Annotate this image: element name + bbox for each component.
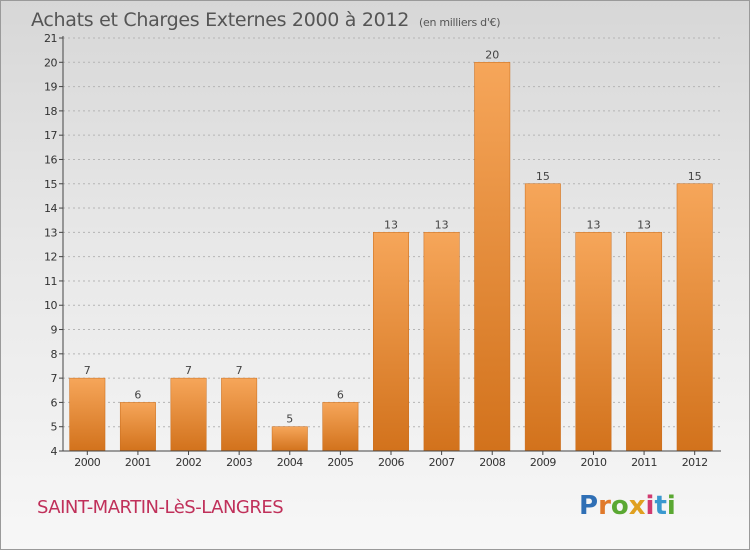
bar [221,377,258,452]
bar-value-label: 7 [185,364,192,377]
y-tick-label: 20 [44,56,57,69]
bar-value-label: 7 [84,364,91,377]
bar [69,377,106,452]
chart-title-text: Achats et Charges Externes 2000 à 2012 [31,9,410,31]
bar-value-label: 13 [435,218,449,231]
x-tick-label: 2008 [479,456,505,469]
y-tick-label: 8 [51,348,58,361]
y-tick-label: 21 [44,32,57,45]
y-tick-label: 15 [44,178,57,191]
x-tick-label: 2000 [74,456,100,469]
x-tick-label: 2001 [125,456,151,469]
bar-value-label: 13 [384,218,398,231]
bar-value-label: 5 [286,413,293,426]
bar-value-label: 20 [485,48,499,61]
bar-value-label: 15 [536,170,550,183]
axes: 4 5 6 7 8 9 10 11 12 13 14 15 16 17 18 19 20 21 2000 2001 20… [44,32,721,469]
y-tick-label: 14 [44,202,57,215]
logo-letter: i [645,491,655,521]
x-tick-label: 2003 [226,456,252,469]
logo-letter: P [579,491,599,521]
x-tick-label: 2007 [429,456,455,469]
bar-value-label: 6 [134,388,141,401]
bar [271,426,308,452]
x-tick-label: 2006 [378,456,404,469]
logo-letter: o [610,491,629,521]
bar [119,402,156,452]
x-tick-label: 2011 [631,456,657,469]
bar [423,232,460,452]
logo-letter: t [654,491,667,521]
bar [373,232,409,452]
bar [524,183,561,452]
bar-value-label: 7 [236,364,243,377]
logo-letter: x [628,491,646,521]
y-tick-label: 9 [51,324,58,337]
x-tick-label: 2005 [327,456,353,469]
y-tick-label: 19 [44,81,57,94]
x-tick-label: 2010 [580,456,606,469]
bar [676,183,713,452]
y-tick-label: 11 [44,275,57,288]
y-tick-label: 7 [51,372,58,385]
chart-title: Achats et Charges Externes 2000 à 2012 (e… [31,9,501,31]
bar [170,377,207,452]
proxiti-logo: Proxiti [579,491,676,521]
bar-value-label: 6 [337,388,344,401]
y-tick-label: 17 [44,129,57,142]
bar-value-label: 13 [637,218,651,231]
bar [575,232,612,452]
x-tick-label: 2002 [176,456,202,469]
bar [322,402,359,452]
y-tick-label: 18 [44,105,57,118]
logo-letter: i [666,491,676,521]
bar-value-label: 15 [688,170,702,183]
y-tick-label: 4 [51,445,58,458]
logo-letter: r [598,491,611,521]
bar-value-label: 13 [586,218,600,231]
x-tick-label: 2009 [530,456,556,469]
commune-name: SAINT-MARTIN-LèS-LANGRES [37,497,284,518]
x-tick-label: 2004 [277,456,303,469]
bar [474,62,511,452]
bar [626,232,663,452]
y-tick-label: 12 [44,251,57,264]
bars: 7 6 7 7 5 6 13 13 20 15 13 13 15 [69,48,713,452]
chart-subtitle: (en milliers d'€) [419,16,501,29]
x-tick-label: 2012 [682,456,708,469]
y-tick-label: 10 [44,299,57,312]
y-tick-label: 13 [44,226,57,239]
y-tick-label: 16 [44,153,57,166]
y-tick-label: 5 [51,421,58,434]
y-tick-label: 6 [51,396,58,409]
